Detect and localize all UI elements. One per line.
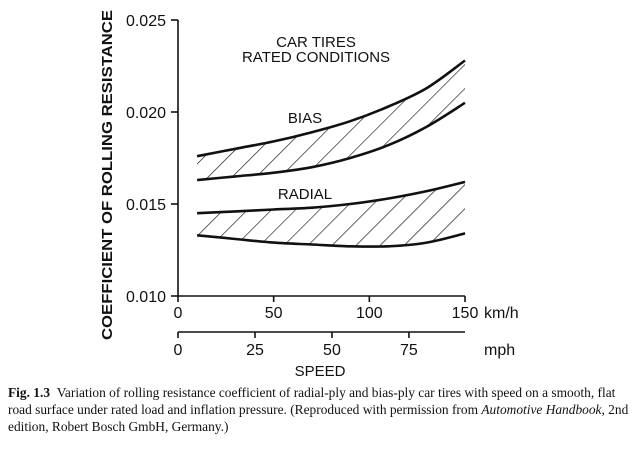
caption-text-2: 2nd edition, Robert Bosch GmbH, Germany.… [8,402,629,434]
y-tick-label: 0.020 [126,105,166,122]
x-kmh-tick-label: 50 [265,305,283,322]
x-kmh-tick-label: 150 [452,305,479,322]
x-kmh-tick-label: 0 [174,305,183,322]
y-tick-label: 0.015 [126,197,166,214]
bias-upper-curve [196,59,466,158]
caption-label: Fig. 1.3 [8,385,51,400]
x-mph-tick-label: 50 [323,342,341,359]
y-tick-label: 0.010 [126,289,166,306]
bias-lower-curve [196,101,466,182]
x-mph-tick-label: 0 [174,342,183,359]
bias-band-fill [197,60,465,181]
figure-caption: Fig. 1.3 Variation of rolling resistance… [8,384,632,435]
y-axis-label: COEFFICIENT OF ROLLING RESISTANCE [99,10,116,340]
radial-lower-curve [196,232,466,248]
bias-label: BIAS [288,110,322,127]
radial-upper-curve [197,180,466,215]
caption-text-1: Variation of rolling resistance coeffici… [8,385,616,417]
rolling-resistance-chart: 0.010 0.015 0.020 0.025 COEFFICIENT OF ROLL… [99,10,519,380]
caption-book-title: Automotive Handbook, [481,402,605,417]
chart-title-line-2: RATED CONDITIONS [242,49,390,66]
x-mph-tick-label: 75 [400,342,418,359]
x-axis-label: SPEED [295,363,346,380]
x-mph-tick-label: 25 [246,342,264,359]
chart-title-line-1: CAR TIRES [276,34,356,51]
x-axis-kmh-unit: km/h [484,305,519,322]
y-tick-label: 0.025 [126,13,166,30]
radial-label: RADIAL [278,186,332,203]
x-kmh-tick-label: 100 [356,305,383,322]
x-axis-mph-unit: mph [484,342,515,359]
